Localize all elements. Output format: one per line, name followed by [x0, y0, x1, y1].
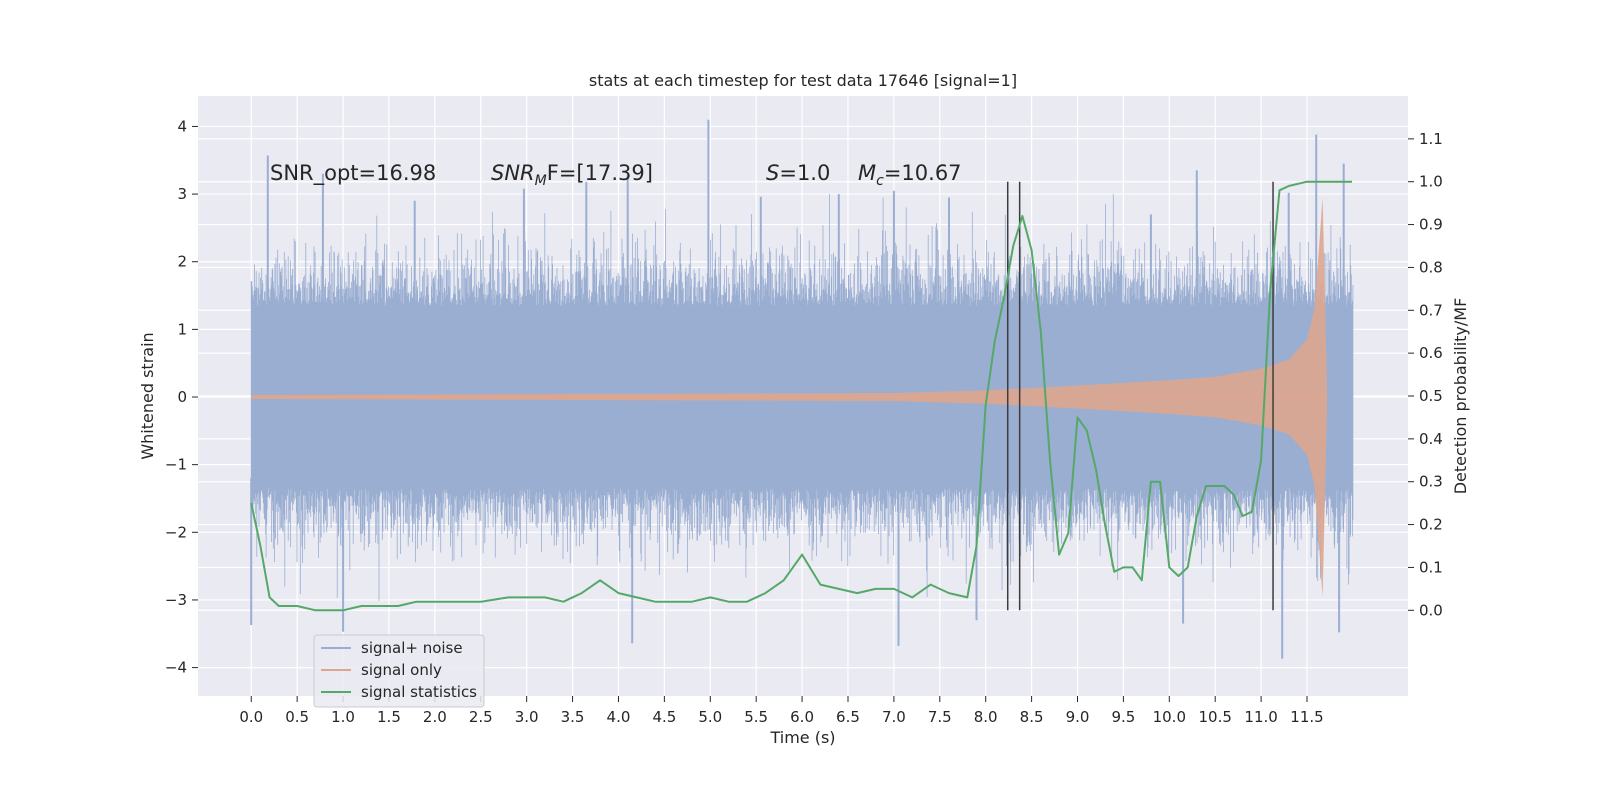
y-right-tick-label: 0.6 — [1419, 344, 1443, 362]
annotation-mc: Mc=10.67 — [858, 161, 962, 189]
y-right-tick-label: 0.1 — [1419, 558, 1443, 576]
x-tick-label: 9.5 — [1111, 708, 1135, 726]
x-tick-label: 0.0 — [239, 708, 263, 726]
signal-only-series — [251, 197, 1328, 597]
chart-title: stats at each timestep for test data 176… — [589, 71, 1017, 90]
x-tick-label: 0.5 — [285, 708, 309, 726]
x-tick-label: 1.5 — [377, 708, 401, 726]
y-tick-label: −3 — [165, 591, 187, 609]
y-right-tick-label: 0.7 — [1419, 301, 1443, 319]
x-tick-label: 3.5 — [561, 708, 585, 726]
y-tick-label: 4 — [177, 117, 187, 135]
annotation-snr-opt: SNR_opt=16.98 — [270, 161, 436, 186]
x-tick-label: 6.5 — [836, 708, 860, 726]
x-tick-label: 6.0 — [790, 708, 814, 726]
x-tick-label: 10.5 — [1199, 708, 1232, 726]
stats-line — [250, 180, 1352, 612]
x-tick-label: 7.5 — [928, 708, 952, 726]
y-right-tick-label: 0.9 — [1419, 216, 1443, 234]
y-axis-label: Whitened strain — [138, 332, 157, 459]
y-right-tick-label: 1.0 — [1419, 173, 1443, 191]
x-tick-label: 8.0 — [974, 708, 998, 726]
legend-label-stats: signal statistics — [361, 683, 477, 701]
legend-box — [313, 634, 485, 708]
legend-label-noise: signal+ noise — [361, 639, 463, 657]
x-tick-label: 9.0 — [1066, 708, 1090, 726]
legend-label-signal: signal only — [361, 661, 442, 679]
x-tick-label: 5.0 — [698, 708, 722, 726]
stats-series — [250, 180, 1352, 612]
annotation-snr-mf: SNRMF=[17.39] — [491, 161, 653, 189]
y-tick-label: −2 — [165, 523, 187, 541]
annotation-s: S=1.0 — [766, 161, 830, 185]
y-tick-label: 1 — [177, 320, 187, 338]
y-right-tick-label: 0.3 — [1419, 473, 1443, 491]
x-tick-label: 7.0 — [882, 708, 906, 726]
y-tick-labels: 4 3 2 1 0 −1 −2 −3 −4 — [165, 117, 198, 677]
annotations: SNR_opt=16.98 SNRMF=[17.39] S=1.0 Mc=10.… — [270, 161, 962, 189]
y-tick-label: 3 — [177, 185, 187, 203]
x-tick-label: 3.0 — [515, 708, 539, 726]
y-right-tick-label: 0.2 — [1419, 516, 1443, 534]
y-tick-label: 0 — [177, 388, 187, 406]
noise-peaks — [250, 119, 1345, 659]
x-tick-label: 2.0 — [423, 708, 447, 726]
y-right-tick-labels: 1.1 1.0 0.9 0.8 0.7 0.6 0.5 0.4 0.3 0.2 0.1 0.0 — [1408, 130, 1443, 619]
x-tick-label: 10.0 — [1153, 708, 1186, 726]
x-tick-label: 8.5 — [1020, 708, 1044, 726]
legend: signal+ noise signal only signal statist… — [313, 634, 485, 708]
y-right-tick-label: 0.4 — [1419, 430, 1443, 448]
x-tick-labels: 0.0 0.5 1.0 1.5 2.0 2.5 3.0 3.5 4.0 4.5 5.0 5.5 6.0 6… — [239, 696, 1324, 726]
x-tick-label: 11.5 — [1290, 708, 1323, 726]
y-right-tick-label: 0.0 — [1419, 601, 1443, 619]
y-tick-label: −4 — [165, 659, 187, 677]
y-right-tick-label: 0.8 — [1419, 258, 1443, 276]
x-tick-label: 4.5 — [652, 708, 676, 726]
y-right-tick-label: 0.5 — [1419, 387, 1443, 405]
y-right-tick-label: 1.1 — [1419, 130, 1443, 148]
x-tick-label: 4.0 — [607, 708, 631, 726]
x-tick-label: 2.5 — [469, 708, 493, 726]
y-right-axis-label: Detection probability/MF — [1451, 298, 1470, 495]
x-axis-label: Time (s) — [769, 728, 835, 747]
y-tick-label: −1 — [165, 456, 187, 474]
x-tick-label: 1.0 — [331, 708, 355, 726]
x-tick-label: 5.5 — [744, 708, 768, 726]
x-tick-label: 11.0 — [1244, 708, 1277, 726]
y-tick-label: 2 — [177, 253, 187, 271]
